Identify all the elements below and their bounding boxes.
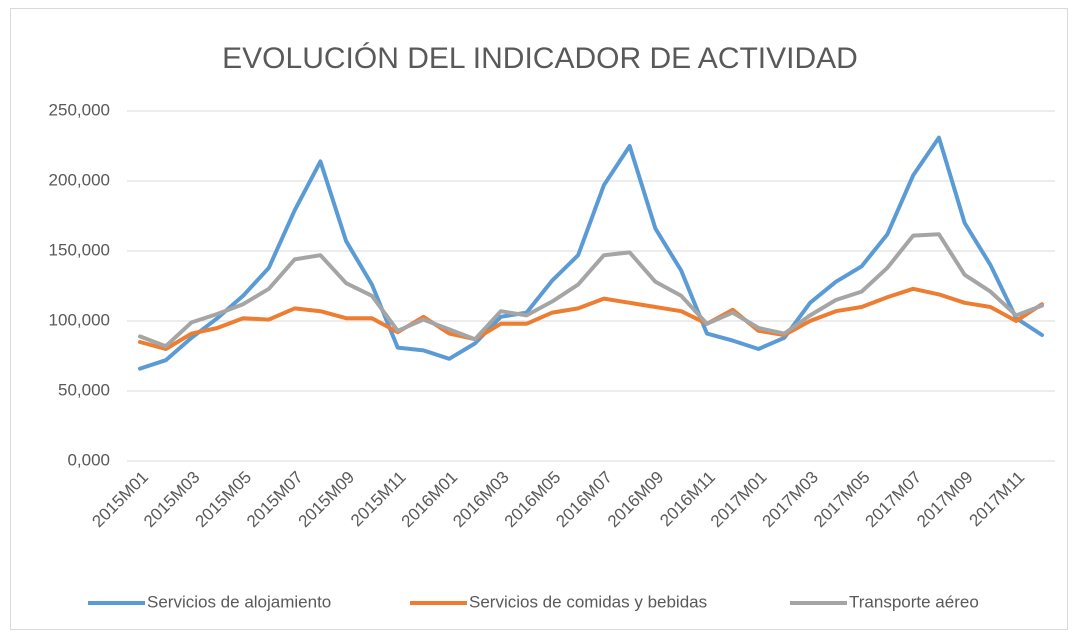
y-tick-label: 100,000 <box>49 310 110 329</box>
series-line <box>138 286 1044 351</box>
y-tick-label: 0,000 <box>67 450 110 469</box>
legend-label: Transporte aéreo <box>849 592 979 611</box>
series-line <box>138 135 1044 371</box>
series-line <box>138 232 1044 349</box>
y-tick-label: 150,000 <box>49 240 110 259</box>
y-tick-label: 250,000 <box>49 100 110 119</box>
y-tick-label: 50,000 <box>58 380 110 399</box>
y-tick-label: 200,000 <box>49 170 110 189</box>
legend-label: Servicios de alojamiento <box>147 592 331 611</box>
chart-title: EVOLUCIÓN DEL INDICADOR DE ACTIVIDAD <box>222 42 858 75</box>
legend-label: Servicios de comidas y bebidas <box>469 592 707 611</box>
